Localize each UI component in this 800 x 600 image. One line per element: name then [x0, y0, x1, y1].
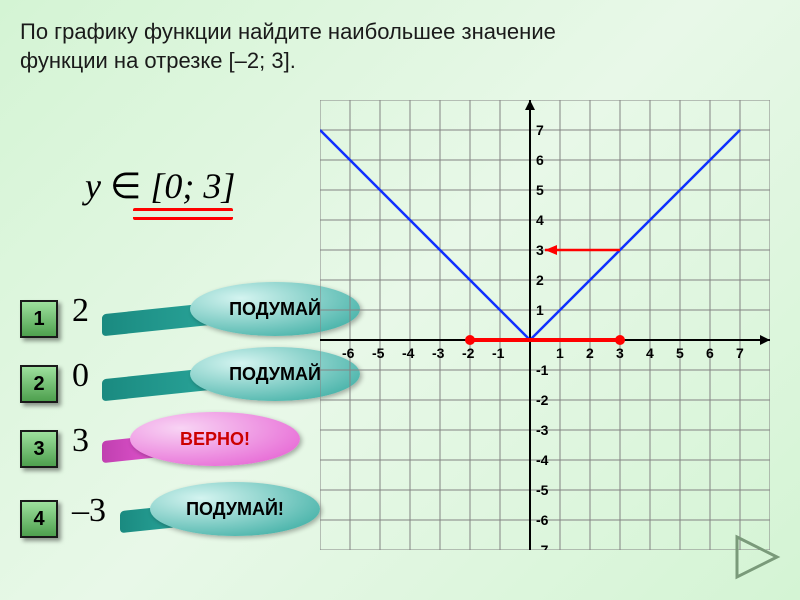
svg-text:-2: -2 [536, 392, 549, 408]
svg-text:-2: -2 [462, 345, 475, 361]
svg-text:-6: -6 [342, 345, 355, 361]
svg-text:-5: -5 [536, 482, 549, 498]
svg-text:4: 4 [646, 345, 654, 361]
answer-button-1[interactable]: 1 [20, 300, 58, 338]
svg-text:7: 7 [536, 122, 544, 138]
svg-text:-7: -7 [536, 542, 549, 550]
svg-text:1: 1 [536, 302, 544, 318]
svg-text:5: 5 [536, 182, 544, 198]
svg-text:-3: -3 [536, 422, 549, 438]
answer-value-1: 2 [72, 292, 89, 330]
svg-text:-1: -1 [492, 345, 505, 361]
answer-button-3[interactable]: 3 [20, 430, 58, 468]
svg-text:2: 2 [536, 272, 544, 288]
svg-text:6: 6 [706, 345, 714, 361]
chart: 1 2 3 4 5 6 7 -1 -2 -3 -4 -5 -6 1 2 3 4 5 6 7 -1 -2 -3 -4 -5 -6 -7 [320, 100, 770, 550]
chart-svg: 1 2 3 4 5 6 7 -1 -2 -3 -4 -5 -6 1 2 3 4 5 6 7 -1 -2 -3 -4 -5 -6 -7 [320, 100, 770, 550]
answer-value-4: –3 [72, 492, 106, 530]
question-text: По графику функции найдите наибольшее зн… [20, 18, 556, 75]
svg-text:1: 1 [556, 345, 564, 361]
svg-text:-5: -5 [372, 345, 385, 361]
svg-text:2: 2 [586, 345, 594, 361]
svg-text:-6: -6 [536, 512, 549, 528]
svg-text:-3: -3 [432, 345, 445, 361]
svg-text:7: 7 [736, 345, 744, 361]
svg-text:3: 3 [536, 242, 544, 258]
svg-text:-4: -4 [536, 452, 549, 468]
answer-value-2: 0 [72, 357, 89, 395]
answer-value-3: 3 [72, 422, 89, 460]
range-expression: y ∈ [0; 3] [85, 165, 235, 207]
svg-text:4: 4 [536, 212, 544, 228]
next-arrow[interactable] [732, 532, 782, 582]
answer-button-4[interactable]: 4 [20, 500, 58, 538]
svg-text:5: 5 [676, 345, 684, 361]
svg-text:-1: -1 [536, 362, 549, 378]
svg-text:6: 6 [536, 152, 544, 168]
feedback-bubble-3: ВЕРНО! [130, 412, 300, 466]
svg-text:-4: -4 [402, 345, 415, 361]
feedback-bubble-4: ПОДУМАЙ! [150, 482, 320, 536]
svg-text:3: 3 [616, 345, 624, 361]
answer-button-2[interactable]: 2 [20, 365, 58, 403]
range-underline [133, 208, 233, 220]
